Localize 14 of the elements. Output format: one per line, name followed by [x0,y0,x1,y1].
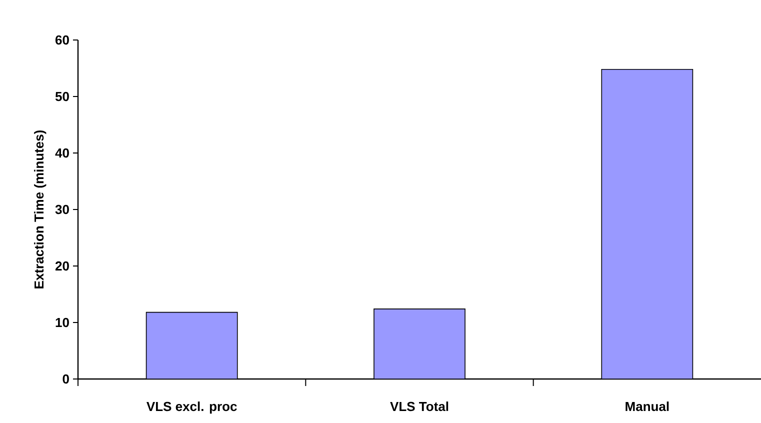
bar [601,68,694,379]
x-tick-label: Manual [626,402,669,412]
y-tick-label: 0 [62,374,69,384]
y-tick-label: 30 [55,204,69,214]
x-tick-label: VLS Total [390,402,448,412]
y-tick-label: 10 [56,318,69,328]
y-tick-label: 20 [55,261,69,271]
x-tick-label: VLS excl. proc [146,402,237,414]
bar [374,308,466,379]
y-tick-label: 60 [55,35,69,45]
y-axis-title: Extraction Time (minutes) [34,130,46,288]
y-tick-label: 50 [55,92,69,102]
bar [146,312,238,379]
y-tick-label: 40 [55,148,69,158]
